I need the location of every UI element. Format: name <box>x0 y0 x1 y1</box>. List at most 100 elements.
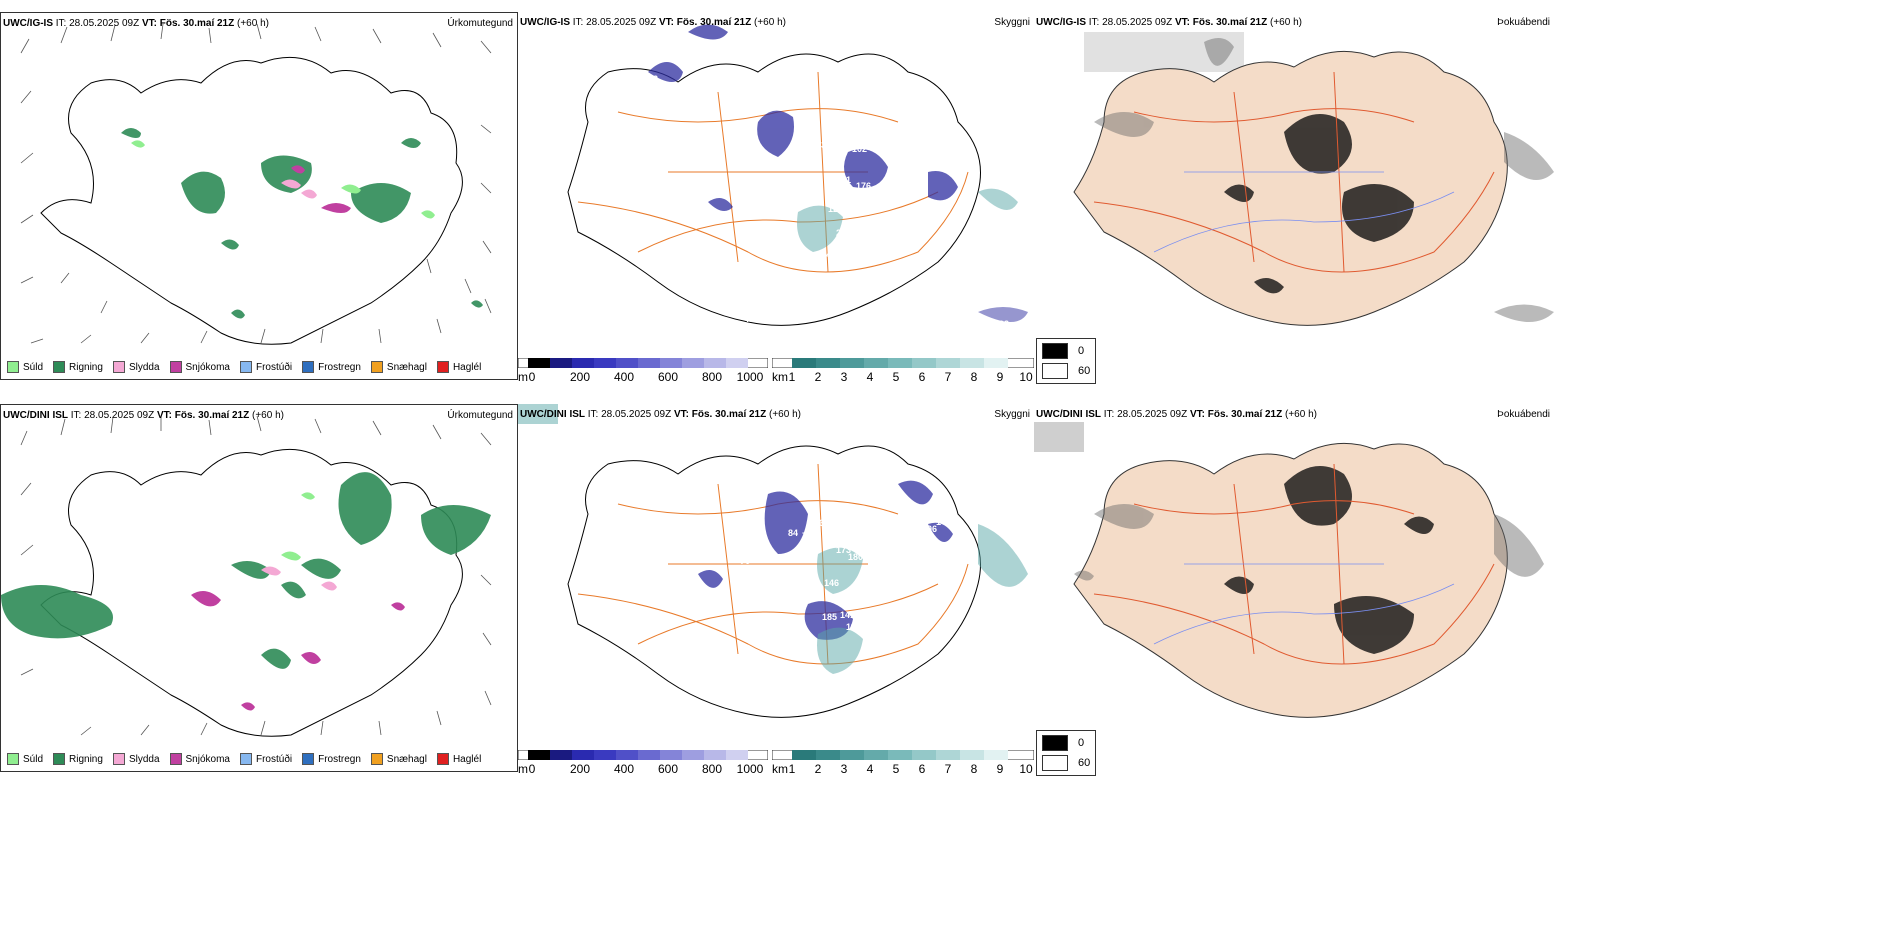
map-label: 173 <box>836 545 851 555</box>
legend-item: Haglél <box>436 753 481 765</box>
ceiling-colorbar-bottom: m 0 200 400 600 800 1000 <box>517 749 769 776</box>
visibility-title-bottom: UWC/DINI ISL IT: 28.05.2025 09Z VT: Fös.… <box>520 409 801 420</box>
fog-legend-light <box>1042 363 1068 379</box>
fog-legend-top: 0 60 <box>1036 338 1096 384</box>
visibility-colorbar-gradient <box>771 749 1035 761</box>
precip-title-bottom: UWC/DINI ISL IT: 28.05.2025 09Z VT: Fös.… <box>3 410 284 421</box>
map-label: 69 <box>760 686 770 696</box>
fog-dense-areas <box>1224 114 1414 294</box>
precip-legend-top: Súld Rigning Slydda Snjókoma Frostúði Fr… <box>7 361 481 373</box>
tick-label: 0 <box>528 762 536 776</box>
legend-swatch <box>53 361 66 373</box>
map-label: 89 <box>703 12 713 22</box>
map-label: 185 <box>822 612 837 622</box>
map-label: 82 <box>648 74 658 84</box>
legend-swatch <box>436 753 449 765</box>
legend-item: Súld <box>7 753 43 765</box>
tick-label: 1000 <box>736 370 764 384</box>
ceiling-unit: m <box>518 370 528 384</box>
precip-legend-bottom: Súld Rigning Slydda Snjókoma Frostúði Fr… <box>7 753 481 765</box>
fog-legend-light <box>1042 755 1068 771</box>
legend-swatch <box>302 753 315 765</box>
iceland-outline <box>567 53 981 326</box>
map-label: 151 <box>836 175 851 185</box>
fog-panel-bottom: UWC/DINI ISL IT: 28.05.2025 09Z VT: Fös.… <box>1034 404 1554 776</box>
map-label: 83 <box>816 140 826 150</box>
fog-light-areas <box>1094 38 1554 322</box>
map-label: 122 <box>772 287 787 297</box>
map-label: 54 <box>940 205 950 215</box>
fog-type-label-bottom: Þokuábendi <box>1497 409 1550 420</box>
tick-label: 7 <box>944 762 952 776</box>
ceiling-unit: m <box>518 762 528 776</box>
map-label: 140 <box>936 517 951 527</box>
precip-type-label-top: Úrkomutegund <box>447 18 513 29</box>
iceland-landmass <box>1073 442 1508 718</box>
map-label: 141 <box>840 610 855 620</box>
tick-label: 10 <box>1019 370 1033 384</box>
map-label: 102 <box>852 144 867 154</box>
map-label: 117 <box>862 240 877 250</box>
precip-snow-areas <box>291 165 351 213</box>
tick-label: 4 <box>866 370 874 384</box>
ceiling-colorbar-gradient <box>517 357 769 369</box>
ceiling-value-labels: 89 91 82 55 83 64 102 92 151 176 56 128 … <box>648 12 1009 329</box>
precip-drizzle-areas <box>131 140 435 219</box>
ceiling-colorbar-top: m 0 200 400 600 800 1000 <box>517 357 769 384</box>
tick-label: 0 <box>528 370 536 384</box>
precip-rain-areas <box>121 128 483 319</box>
tick-label: 1000 <box>736 762 764 776</box>
tick-label: 200 <box>569 762 591 776</box>
map-label: 84 <box>788 528 798 538</box>
iceland-outline <box>567 445 981 718</box>
map-label: 73 <box>802 531 812 541</box>
fog-panel-top: UWC/IG-IS IT: 28.05.2025 09Z VT: Fös. 30… <box>1034 12 1554 384</box>
fog-legend-bottom: 0 60 <box>1036 730 1096 776</box>
visibility-map-bottom: 96 84 73 173 180 91 73 106 140 84 146 18… <box>518 404 1028 718</box>
visibility-areas <box>797 188 1028 322</box>
legend-item: Haglél <box>436 361 481 373</box>
tick-label: 1 <box>788 762 796 776</box>
tick-label: 9 <box>996 370 1004 384</box>
legend-item: Snjókoma <box>169 361 230 373</box>
legend-swatch <box>169 361 182 373</box>
legend-swatch <box>370 361 383 373</box>
map-label: 74 <box>728 566 738 576</box>
legend-item: Rigning <box>53 361 103 373</box>
legend-item: Frostregn <box>302 361 361 373</box>
map-label: 64 <box>840 132 850 142</box>
tick-label: 800 <box>701 370 723 384</box>
legend-swatch <box>169 753 182 765</box>
map-label: 514 <box>816 250 831 260</box>
precip-sleet-areas <box>281 179 317 199</box>
tick-label: 9 <box>996 762 1004 776</box>
legend-item: Frostúði <box>239 361 292 373</box>
map-label: 180 <box>848 552 863 562</box>
visibility-panel-bottom: 96 84 73 173 180 91 73 106 140 84 146 18… <box>517 404 1035 776</box>
map-label: 116 <box>854 193 869 203</box>
visibility-type-label-bottom: Skyggni <box>994 409 1030 420</box>
ceiling-value-labels: 96 84 73 173 180 91 73 106 140 84 146 18… <box>710 494 970 696</box>
tick-label: 600 <box>657 762 679 776</box>
map-label: 56 <box>876 203 886 213</box>
visibility-unit: km <box>772 762 788 776</box>
map-label: 62 <box>758 311 768 321</box>
legend-swatch <box>370 753 383 765</box>
map-label: 76 <box>740 556 750 566</box>
legend-item: Snæhagl <box>370 361 427 373</box>
legend-swatch <box>112 361 125 373</box>
map-label: 218 <box>836 228 851 238</box>
map-label: 73 <box>900 508 910 518</box>
map-label: 128 <box>828 204 843 214</box>
fog-title-top: UWC/IG-IS IT: 28.05.2025 09Z VT: Fös. 30… <box>1036 17 1302 28</box>
tick-label: 600 <box>657 370 679 384</box>
fog-legend-dark <box>1042 343 1068 359</box>
visibility-unit: km <box>772 370 788 384</box>
legend-swatch <box>53 753 66 765</box>
tick-label: 8 <box>970 762 978 776</box>
tick-label: 5 <box>892 762 900 776</box>
precip-rain-areas <box>1 472 491 669</box>
tick-label: 4 <box>866 762 874 776</box>
visibility-colorbar-top: km 1 2 3 4 5 6 7 8 9 10 <box>771 357 1035 384</box>
map-label: 91 <box>701 40 711 50</box>
